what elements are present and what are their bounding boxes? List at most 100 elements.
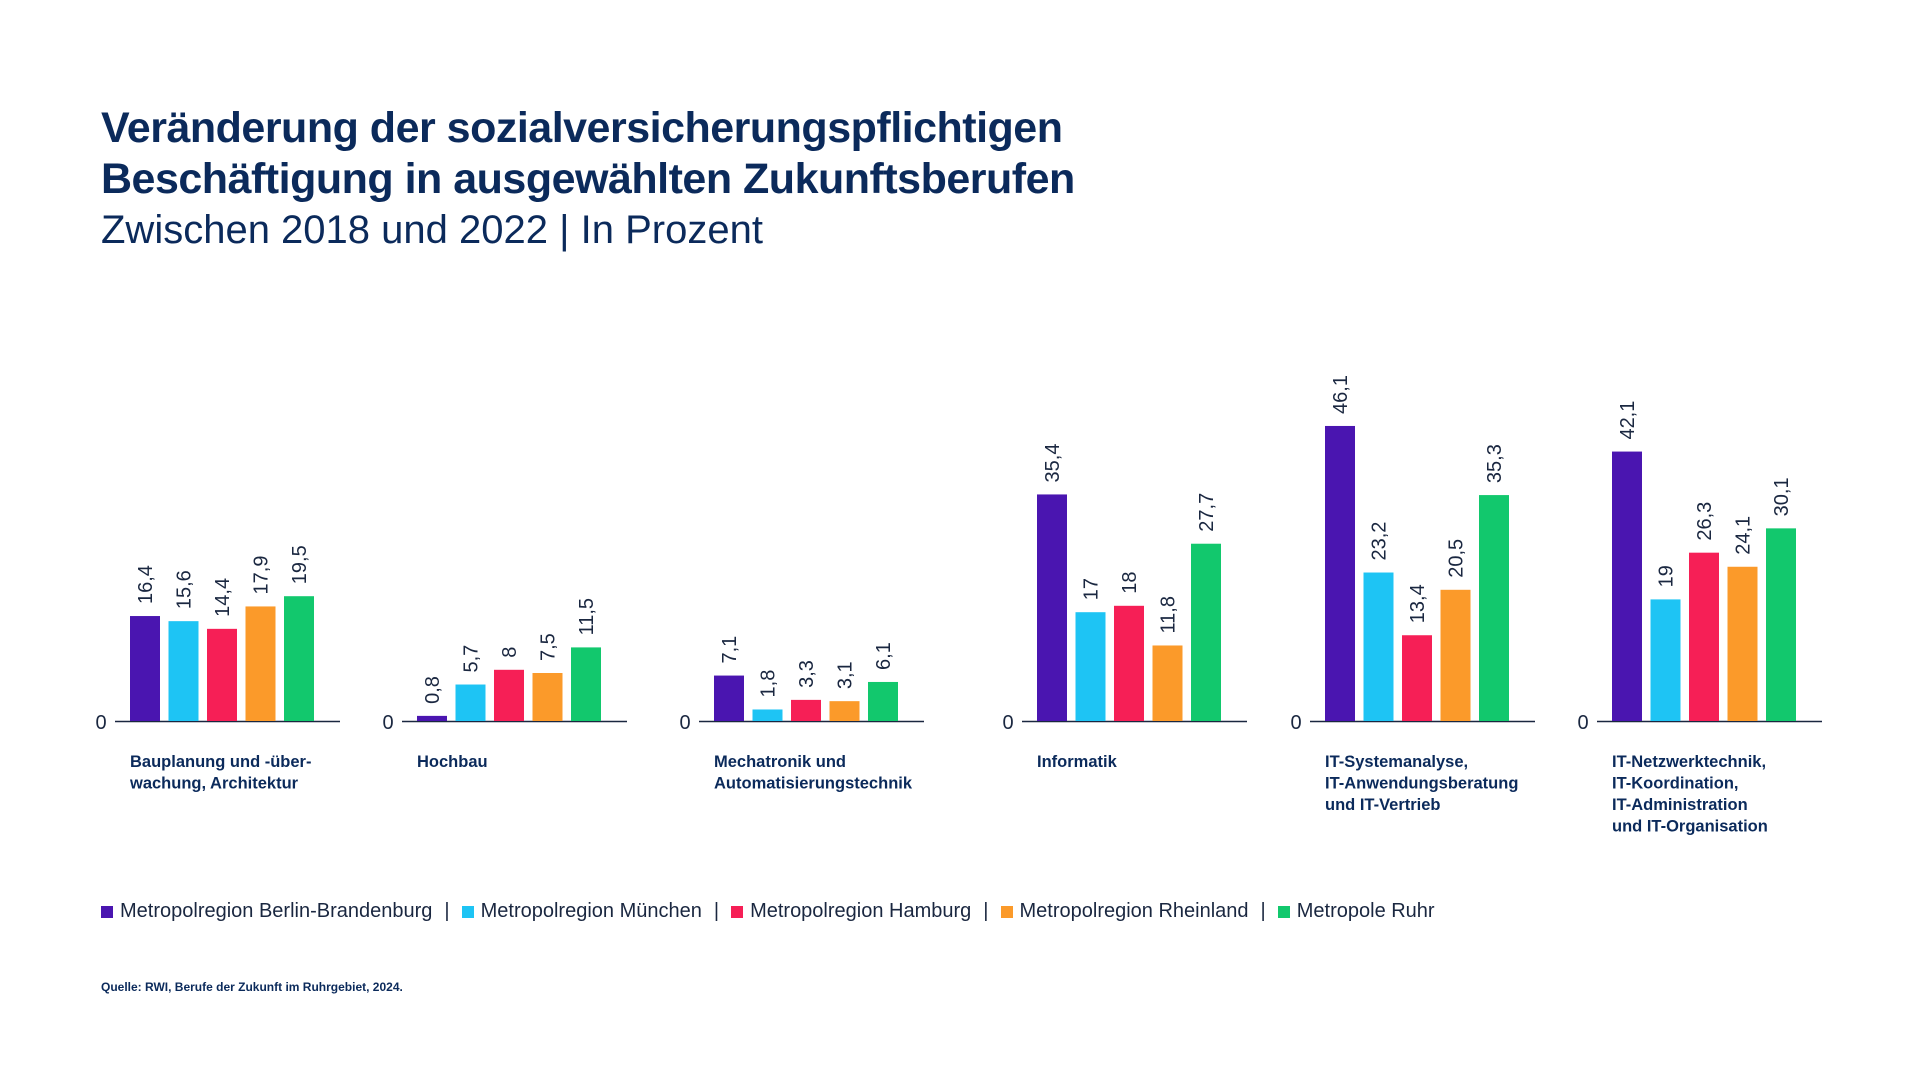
- legend-label: Metropolregion Berlin-Brandenburg: [120, 900, 433, 922]
- legend-swatch: [461, 905, 474, 918]
- category-label: Informatik: [1037, 753, 1118, 771]
- bar: [1114, 605, 1144, 721]
- bar-data-label: 19: [1656, 565, 1678, 587]
- bar-data-label: 18: [1119, 572, 1141, 594]
- legend-swatch: [731, 905, 744, 918]
- category-label: IT-Systemanalyse,: [1325, 753, 1468, 771]
- bar-data-label: 20,5: [1446, 539, 1468, 578]
- legend-swatch: [1000, 905, 1013, 918]
- category-label: IT-Administration: [1612, 796, 1748, 814]
- bar: [714, 675, 744, 721]
- legend-item: Metropolregion Hamburg: [731, 900, 971, 923]
- category-label: IT-Anwendungsberatung: [1325, 775, 1518, 793]
- bar-data-label: 13,4: [1407, 584, 1429, 623]
- legend-label: Metropolregion Rheinland: [1019, 900, 1249, 922]
- zero-axis-label: 0: [679, 712, 690, 734]
- category-label: und IT-Vertrieb: [1325, 796, 1441, 814]
- zero-axis-label: 0: [1002, 712, 1013, 734]
- bar: [207, 628, 237, 721]
- bar-data-label: 46,1: [1330, 375, 1352, 414]
- bar: [1402, 635, 1432, 721]
- bar: [1766, 528, 1796, 721]
- bar: [1325, 425, 1355, 721]
- bar-data-label: 15,6: [174, 570, 196, 609]
- bar: [1363, 572, 1394, 721]
- legend-item: Metropole Ruhr: [1277, 900, 1435, 923]
- bar-data-label: 1,8: [758, 670, 780, 698]
- legend-separator: |: [983, 900, 989, 922]
- bar: [532, 673, 563, 721]
- zero-axis-label: 0: [95, 712, 106, 734]
- bar-data-label: 27,7: [1196, 493, 1218, 532]
- bar: [829, 701, 860, 721]
- bar: [417, 715, 447, 721]
- legend-item: Metropolregion München: [461, 900, 702, 923]
- category-label: Hochbau: [417, 753, 488, 771]
- bar-data-label: 35,4: [1042, 444, 1064, 483]
- bar: [571, 647, 601, 721]
- bar: [1440, 589, 1471, 721]
- category-label: und IT-Organisation: [1612, 818, 1768, 836]
- bar: [752, 709, 783, 721]
- chart-title-line-2: Beschäftigung in ausgewählten Zukunftsbe…: [101, 155, 1075, 203]
- bar-data-label: 11,5: [576, 598, 598, 635]
- bar: [1612, 451, 1642, 721]
- legend-label: Metropolregion Hamburg: [750, 900, 972, 922]
- bar: [130, 616, 160, 721]
- bar: [245, 606, 276, 721]
- zero-axis-label: 0: [1290, 712, 1301, 734]
- bar-data-label: 24,1: [1733, 516, 1755, 555]
- zero-axis-label: 0: [382, 712, 393, 734]
- bar-data-label: 17,9: [251, 556, 273, 595]
- bar: [868, 681, 898, 721]
- bar: [168, 621, 199, 721]
- bar-data-label: 8: [499, 647, 521, 658]
- bar-data-label: 6,1: [873, 642, 895, 670]
- bar: [1191, 543, 1221, 721]
- legend-separator: |: [1260, 900, 1266, 922]
- bar: [791, 699, 821, 721]
- bar-data-label: 0,8: [422, 676, 444, 704]
- bar-data-label: 26,3: [1694, 502, 1716, 541]
- bar: [1075, 612, 1106, 721]
- bar: [1689, 552, 1719, 721]
- chart-legend: Metropolregion Berlin-Brandenburg | Metrop…: [101, 900, 1435, 923]
- bar: [1152, 645, 1183, 721]
- bar-data-label: 23,2: [1369, 522, 1391, 561]
- category-label: Automatisierungstechnik: [714, 775, 913, 793]
- bar-data-label: 42,1: [1617, 401, 1639, 440]
- bar-data-label: 3,3: [796, 660, 818, 688]
- chart-subtitle: Zwischen 2018 und 2022 | In Prozent: [101, 208, 763, 252]
- source-note: Quelle: RWI, Berufe der Zukunft im Ruhrg…: [101, 980, 403, 994]
- bar-data-label: 5,7: [461, 645, 483, 673]
- bar-data-label: 7,1: [719, 636, 741, 664]
- bar: [1727, 566, 1758, 721]
- bar-data-label: 35,3: [1484, 444, 1506, 483]
- chart-title-line-1: Veränderung der sozialversicherungspflic…: [101, 104, 1063, 152]
- legend-swatch: [1277, 905, 1290, 918]
- bar-data-label: 14,4: [212, 578, 234, 617]
- legend-swatch: [101, 905, 113, 918]
- bar: [494, 669, 524, 721]
- legend-label: Metropolregion München: [480, 900, 702, 922]
- bar: [455, 684, 486, 721]
- legend-separator: |: [713, 900, 720, 922]
- bar: [1479, 495, 1509, 721]
- bar-data-label: 17: [1081, 578, 1103, 600]
- bar: [1650, 599, 1681, 721]
- legend-label: Metropole Ruhr: [1296, 900, 1435, 922]
- legend-separator: |: [444, 900, 450, 922]
- category-label: IT-Koordination,: [1612, 775, 1738, 793]
- bar: [1037, 494, 1067, 721]
- legend-item: Metropolregion Rheinland: [1000, 900, 1249, 923]
- legend-item: Metropolregion Berlin-Brandenburg: [101, 900, 432, 923]
- bar-data-label: 11,8: [1158, 596, 1180, 633]
- category-label: wachung, Architektur: [129, 775, 299, 793]
- bar-data-label: 19,5: [289, 545, 311, 584]
- bar: [284, 596, 314, 721]
- category-label: Mechatronik und: [714, 753, 846, 771]
- category-label: Bauplanung und -über-: [130, 753, 311, 771]
- category-label: IT-Netzwerktechnik,: [1612, 753, 1766, 771]
- bar-data-label: 7,5: [538, 633, 560, 661]
